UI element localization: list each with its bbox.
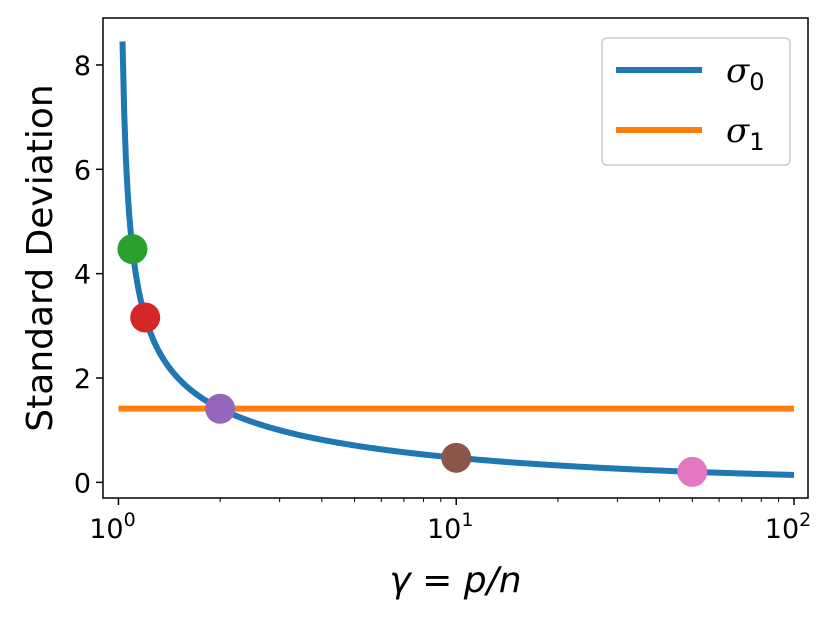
data-point-4 — [677, 456, 708, 487]
y-tick-label-0: 0 — [74, 468, 91, 499]
data-point-2 — [205, 393, 236, 424]
data-point-3 — [441, 442, 472, 473]
y-tick-label-4: 8 — [74, 51, 91, 82]
y-tick-label-3: 6 — [74, 155, 91, 186]
data-point-1 — [130, 302, 161, 333]
y-tick-label-1: 2 — [74, 364, 91, 395]
data-point-0 — [117, 234, 148, 265]
x-tick-label-0: 100 — [89, 509, 135, 545]
legend-label-1: σ1 — [726, 111, 765, 156]
y-tick-label-2: 4 — [74, 260, 91, 291]
plot-area — [117, 41, 795, 487]
x-tick-label-2: 102 — [765, 509, 811, 545]
x-axis-label: γ = p/n — [389, 560, 521, 601]
y-axis-label: Standard Deviation — [20, 84, 61, 431]
ticks: 0 2 4 6 8 100 101 102 — [74, 51, 811, 545]
x-tick-label-1: 101 — [427, 509, 473, 545]
legend-label-0: σ0 — [726, 51, 765, 96]
